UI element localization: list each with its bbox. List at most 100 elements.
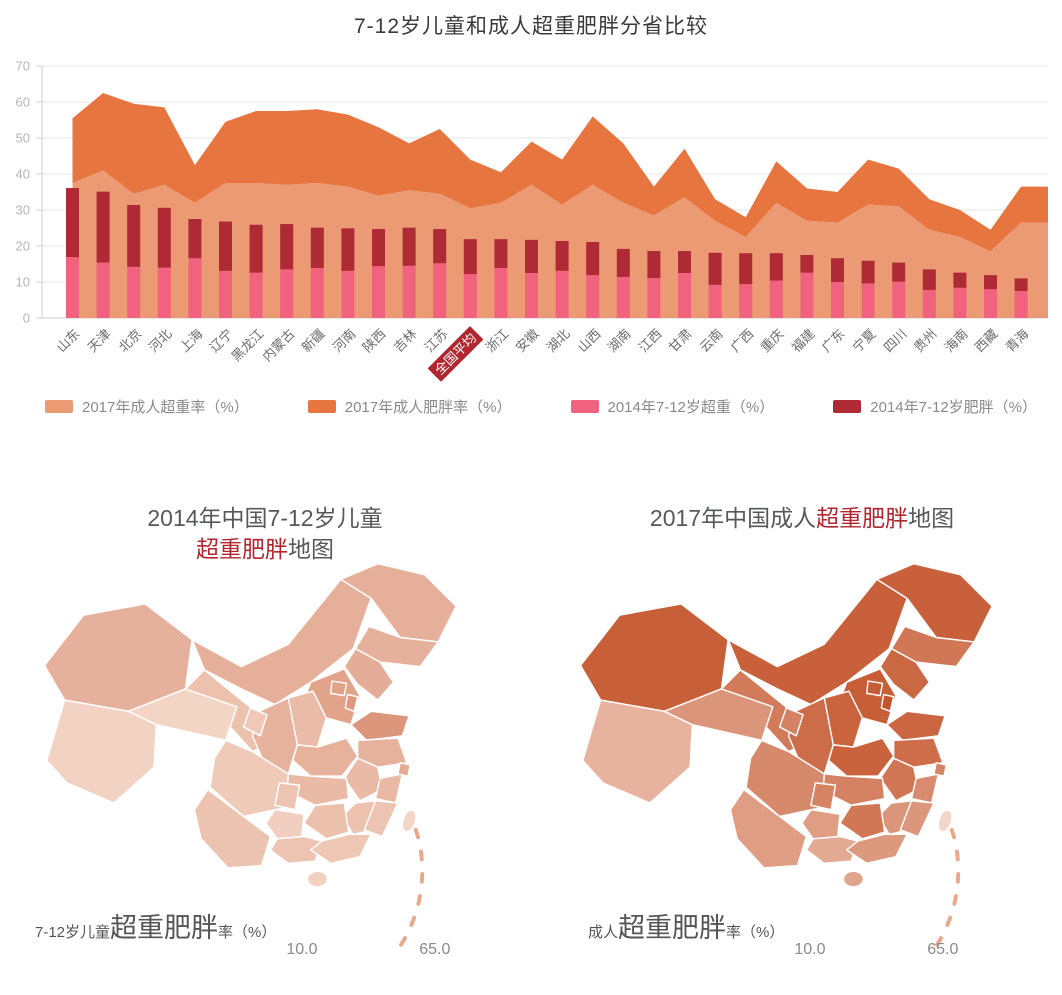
province-黑龙江-2017[interactable]: [876, 562, 993, 643]
bar-children-obesity-湖南[interactable]: [616, 248, 630, 277]
bar-children-overweight-湖北[interactable]: [555, 270, 569, 318]
bar-children-overweight-福建[interactable]: [800, 272, 814, 318]
bar-children-overweight-湖南[interactable]: [616, 276, 630, 318]
province-上海-2014[interactable]: [397, 762, 411, 777]
province-台湾-2017[interactable]: [936, 808, 955, 833]
bar-children-obesity-天津[interactable]: [96, 191, 110, 263]
bar-children-overweight-宁夏[interactable]: [861, 283, 875, 318]
province-天津-2014[interactable]: [344, 693, 359, 713]
province-湖南-2014[interactable]: [303, 802, 350, 840]
province-贵州-2014[interactable]: [265, 808, 305, 840]
legend-item-2[interactable]: 2014年7-12岁超重（%）: [570, 396, 774, 417]
bar-children-obesity-海南[interactable]: [953, 272, 967, 288]
bar-children-overweight-上海[interactable]: [188, 258, 202, 318]
province-广东-2014[interactable]: [309, 833, 372, 865]
color-scale-adults[interactable]: 10.0 65.0: [794, 915, 958, 958]
bar-children-overweight-贵州[interactable]: [922, 289, 936, 318]
bar-children-overweight-山西[interactable]: [586, 275, 600, 318]
bar-children-overweight-辽宁[interactable]: [219, 270, 232, 318]
legend-item-1[interactable]: 2017年成人肥胖率（%）: [307, 396, 511, 417]
bar-children-overweight-重庆[interactable]: [769, 280, 783, 318]
bar-children-overweight-黑龙江[interactable]: [249, 272, 263, 318]
province-山东-2017[interactable]: [886, 710, 946, 742]
bar-children-overweight-北京[interactable]: [127, 266, 141, 318]
province-上海-2017[interactable]: [933, 762, 947, 777]
color-scale-children[interactable]: 10.0 65.0: [286, 915, 450, 958]
bar-children-obesity-安徽[interactable]: [525, 239, 538, 273]
province-天津-2017[interactable]: [880, 693, 895, 713]
bar-children-obesity-福建[interactable]: [800, 255, 814, 273]
province-福建-2014[interactable]: [363, 800, 399, 838]
bar-children-overweight-四川[interactable]: [892, 281, 906, 318]
bar-children-overweight-河北[interactable]: [157, 267, 171, 318]
bar-children-overweight-浙江[interactable]: [494, 267, 508, 318]
province-北京-2017[interactable]: [866, 680, 884, 697]
bar-children-obesity-甘肃[interactable]: [678, 251, 691, 273]
bar-children-overweight-山东[interactable]: [66, 257, 79, 318]
bar-children-overweight-西藏[interactable]: [984, 289, 997, 318]
bar-children-obesity-全国平均[interactable]: [463, 239, 477, 275]
province-内蒙古-2017[interactable]: [727, 578, 908, 706]
area-adult-obesity[interactable]: [72, 93, 1049, 252]
bar-children-overweight-新疆[interactable]: [310, 267, 324, 318]
bar-children-overweight-内蒙古[interactable]: [280, 269, 294, 318]
province-广西-2017[interactable]: [805, 835, 859, 865]
bar-children-obesity-宁夏[interactable]: [861, 260, 875, 284]
province-青海-2017[interactable]: [663, 688, 774, 742]
bar-children-obesity-陕西[interactable]: [372, 229, 385, 267]
bar-children-overweight-广西[interactable]: [739, 284, 753, 318]
province-青海-2014[interactable]: [127, 688, 238, 742]
province-海南-2017[interactable]: [842, 870, 865, 888]
province-安徽-2017[interactable]: [879, 757, 919, 802]
province-贵州-2017[interactable]: [801, 808, 841, 840]
bar-children-obesity-新疆[interactable]: [310, 227, 324, 268]
bar-children-obesity-江西[interactable]: [647, 251, 661, 279]
legend-item-3[interactable]: 2014年7-12岁肥胖（%）: [833, 396, 1037, 417]
bar-children-overweight-江西[interactable]: [647, 278, 661, 318]
province-云南-2014[interactable]: [193, 788, 272, 869]
bar-children-overweight-安徽[interactable]: [525, 273, 538, 318]
bar-children-obesity-四川[interactable]: [892, 262, 906, 282]
province-西藏-2014[interactable]: [46, 699, 158, 804]
bar-children-overweight-全国平均[interactable]: [463, 274, 477, 318]
bar-children-obesity-湖北[interactable]: [555, 240, 569, 271]
bar-children-obesity-上海[interactable]: [188, 219, 202, 259]
province-四川-2014[interactable]: [209, 739, 290, 818]
province-安徽-2014[interactable]: [343, 757, 383, 802]
bar-children-obesity-广东[interactable]: [831, 258, 844, 282]
bar-children-obesity-江苏[interactable]: [433, 229, 447, 264]
bar-children-obesity-吉林[interactable]: [402, 227, 416, 266]
bar-children-obesity-黑龙江[interactable]: [249, 224, 263, 273]
province-辽宁-2014[interactable]: [343, 647, 395, 701]
bar-children-obesity-山西[interactable]: [586, 242, 600, 276]
province-西藏-2017[interactable]: [582, 699, 694, 804]
province-浙江-2014[interactable]: [374, 773, 404, 804]
province-重庆-2017[interactable]: [810, 782, 837, 811]
province-海南-2014[interactable]: [306, 870, 329, 888]
bar-children-overweight-甘肃[interactable]: [678, 273, 691, 318]
province-辽宁-2017[interactable]: [879, 647, 931, 701]
bar-children-obesity-浙江[interactable]: [494, 239, 508, 268]
province-广东-2017[interactable]: [845, 833, 908, 865]
bar-children-overweight-吉林[interactable]: [402, 265, 416, 318]
province-河南-2014[interactable]: [292, 737, 359, 777]
province-四川-2017[interactable]: [745, 739, 826, 818]
province-山东-2014[interactable]: [350, 710, 410, 742]
bar-children-overweight-天津[interactable]: [96, 262, 110, 318]
province-台湾-2014[interactable]: [400, 808, 419, 833]
province-河南-2017[interactable]: [828, 737, 895, 777]
bar-children-overweight-江苏[interactable]: [433, 263, 447, 318]
bar-children-obesity-河南[interactable]: [341, 228, 355, 271]
bar-children-obesity-河北[interactable]: [157, 207, 171, 268]
province-北京-2014[interactable]: [330, 680, 348, 697]
bar-children-overweight-海南[interactable]: [953, 287, 967, 318]
province-浙江-2017[interactable]: [910, 773, 940, 804]
bar-children-overweight-云南[interactable]: [708, 284, 722, 318]
bar-children-obesity-广西[interactable]: [739, 253, 753, 285]
province-云南-2017[interactable]: [729, 788, 808, 869]
bar-children-obesity-西藏[interactable]: [984, 275, 997, 290]
province-内蒙古-2014[interactable]: [191, 578, 372, 706]
province-宁夏-2017[interactable]: [778, 707, 804, 737]
province-江苏-2014[interactable]: [356, 737, 408, 768]
bar-children-obesity-北京[interactable]: [127, 204, 141, 267]
